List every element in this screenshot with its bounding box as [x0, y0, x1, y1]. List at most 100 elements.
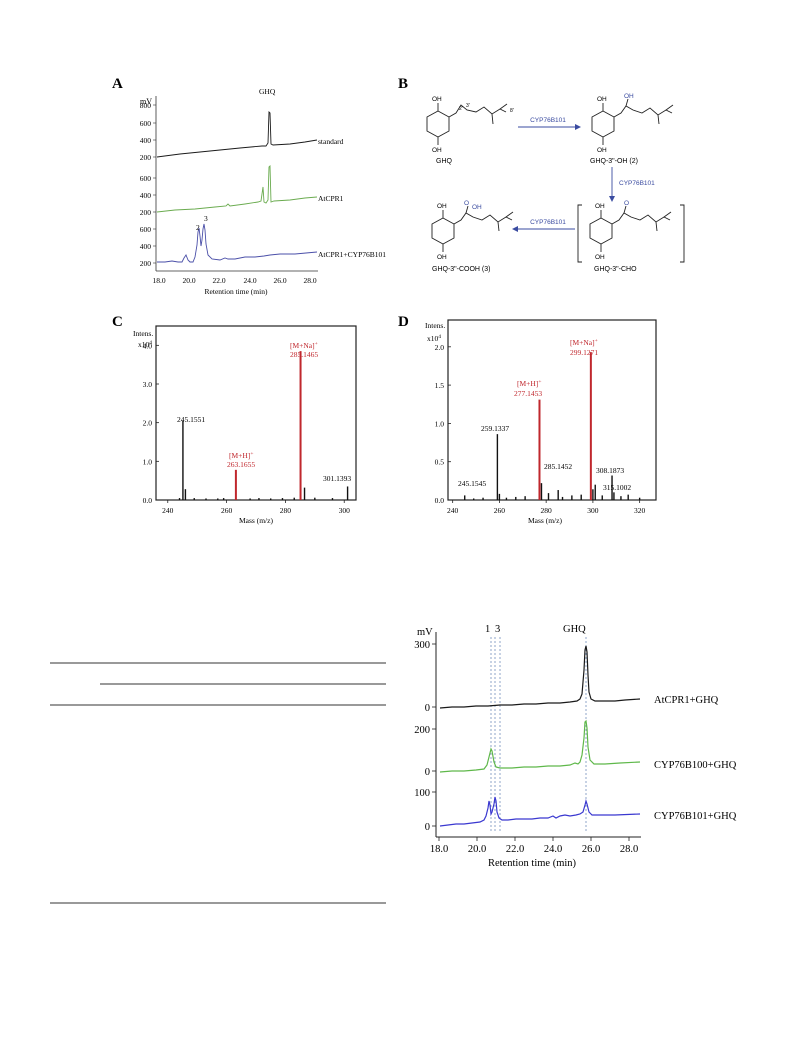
panel-b: B OH OH 2' 3' 8' GHQ CYP76B101 [398, 76, 685, 273]
panel-d-peak-labels: 245.1545 259.1337 [M+H]+ 277.1453 285.14… [458, 338, 631, 492]
x-tick-label: 240 [162, 506, 174, 515]
y-tick-label: 0.0 [435, 496, 445, 505]
trace-label-atcpr1-ghq: AtCPR1+GHQ [654, 695, 719, 706]
trace-label-cyp76b100-ghq: CYP76B100+GHQ [654, 760, 737, 771]
ytick-standard-400: 400 [140, 136, 152, 145]
trace-label-cyp76b101-ghq: CYP76B101+GHQ [654, 811, 737, 822]
x-tick-label: 300 [587, 506, 599, 515]
xtick-18: 18.0 [152, 276, 165, 285]
peak-3-label: 3 [495, 624, 500, 635]
ghq-oh-hydroxyl: OH [624, 93, 634, 100]
panel-a: A mV 800 600 400 200 600 400 200 600 400… [112, 76, 386, 296]
x-tick-label: 260 [221, 506, 233, 515]
compound-label-ghq: GHQ [436, 158, 453, 165]
peak-label-mna-ion: [M+Na]+ [570, 338, 598, 347]
ghq-oh-oh-top: OH [597, 96, 607, 103]
table-rules [50, 662, 386, 904]
peak-1-label: 1 [485, 624, 490, 635]
panel-c: C Intens. x104 0.0 1.0 2.0 3.0 4.0 240 260 280… [112, 314, 357, 525]
enzyme-label-3: CYP76B101 [530, 219, 566, 226]
panel-e: mV 300 0 200 0 100 0 18.0 20.0 22.0 24.0 [414, 624, 737, 869]
panel-c-frame [155, 325, 357, 501]
ytick-atcpr1-200: 200 [140, 208, 152, 217]
panel-e-trace-labels: AtCPR1+GHQ CYP76B100+GHQ CYP76B101+GHQ [654, 695, 737, 822]
xtick-26: 26.0 [273, 276, 286, 285]
y-tick-label: 1.0 [435, 419, 445, 428]
ghq-num-3p: 3' [466, 103, 470, 109]
ytick-cyp100-0: 0 [425, 767, 430, 778]
compound-ghq-oh-text: OH OH OH GHQ-3"-OH (2) [590, 93, 638, 165]
xtick-20: 20.0 [182, 276, 195, 285]
peak-label-mh-ion: [M+H]+ [517, 379, 541, 388]
ytick-atcpr1-400: 400 [140, 191, 152, 200]
compound-ghq-text: OH OH 2' 3' 8' GHQ [432, 96, 514, 165]
panel-a-peak-labels: GHQ 2 3 [196, 87, 276, 232]
x-tick-label: 300 [339, 506, 351, 515]
panel-e-xticks: 18.0 20.0 22.0 24.0 26.0 28.0 [430, 837, 638, 855]
xtick-18: 18.0 [430, 844, 448, 855]
reaction-arrow-3-head [512, 226, 518, 232]
compound-ghq-cho [589, 205, 672, 252]
y-tick-label: 2.0 [143, 419, 153, 428]
ghq-cooh-oh-top: OH [437, 203, 447, 210]
ytick-standard-600: 600 [140, 119, 152, 128]
compound-label-ghq-oh: GHQ-3"-OH (2) [590, 158, 638, 165]
ytick-atcpr1-300: 300 [414, 640, 430, 651]
xtick-26: 26.0 [582, 844, 600, 855]
y-tick-label: 1.0 [143, 457, 153, 466]
panel-e-guides [490, 637, 587, 832]
panel-a-xticks: 18.0 20.0 22.0 24.0 26.0 28.0 [152, 276, 316, 285]
peak-label-285: 285.1452 [544, 462, 572, 471]
peak-label-245: 245.1545 [458, 479, 486, 488]
compound-ghq [426, 103, 508, 145]
trace-standard [156, 110, 318, 158]
y-tick-label: 0.0 [143, 496, 153, 505]
panel-c-letter: C [112, 314, 123, 330]
peak-3-label: 3 [204, 214, 208, 223]
panel-a-letter: A [112, 76, 123, 92]
ytick-cyp100-200: 200 [414, 725, 430, 736]
panel-c-yticks: 0.0 1.0 2.0 3.0 4.0 [143, 341, 159, 505]
ghq-cho-oxygen: O [624, 200, 629, 207]
panel-a-unit: mV [140, 97, 152, 106]
trace-label-standard: standard [318, 137, 344, 146]
panel-d-ylabel-top: Intens. [425, 321, 445, 330]
ytick-cyp101-100: 100 [414, 788, 430, 799]
panel-c-bars [178, 351, 349, 500]
ytick-standard-800: 800 [140, 101, 152, 110]
x-tick-label: 280 [541, 506, 553, 515]
xtick-22: 22.0 [506, 844, 524, 855]
ghq-cooh-oxygen: O [464, 200, 469, 207]
peak-label-301: 301.1393 [323, 474, 351, 483]
panel-e-yticks: 300 0 200 0 100 0 [414, 640, 436, 833]
peak-label-mh-ion: [M+H]+ [229, 451, 253, 460]
panel-d-xlabel: Mass (m/z) [528, 516, 562, 525]
ghq-cooh-hydroxyl: OH [472, 204, 482, 211]
xtick-28: 28.0 [620, 844, 638, 855]
ghq-cho-oh-bottom: OH [595, 254, 605, 261]
x-tick-label: 280 [280, 506, 292, 515]
panel-c-ylabel-scale: x104 [138, 340, 152, 349]
peak-label-259: 259.1337 [481, 424, 509, 433]
compound-ghq-cooh [431, 205, 514, 252]
compound-ghq-cooh-text: OH OH O OH GHQ-3"-COOH (3) [432, 200, 491, 273]
ytick-standard-200: 200 [140, 153, 152, 162]
peak-label-mna-value: 285.1465 [290, 350, 318, 359]
ghq-cho-oh-top: OH [595, 203, 605, 210]
enzyme-label-1: CYP76B101 [530, 117, 566, 124]
ghq-oh-oh-bottom: OH [597, 147, 607, 154]
panel-c-xlabel: Mass (m/z) [239, 516, 273, 525]
x-tick-label: 240 [447, 506, 459, 515]
compound-label-ghq-cho: GHQ-3"-CHO [594, 266, 637, 273]
trace-cyp76b101 [157, 223, 318, 263]
peak-label-315: 315.1002 [603, 483, 631, 492]
ghq-num-2p: 2' [459, 106, 463, 112]
panel-d-letter: D [398, 314, 409, 330]
panel-d-xticks: 240 260 280 300 320 [447, 500, 646, 515]
bracket-right [680, 204, 685, 263]
peak-label-mh-value: 277.1453 [514, 389, 542, 398]
xtick-20: 20.0 [468, 844, 486, 855]
trace-atcpr1-ghq [439, 645, 641, 709]
compound-label-ghq-cooh: GHQ-3"-COOH (3) [432, 266, 491, 273]
